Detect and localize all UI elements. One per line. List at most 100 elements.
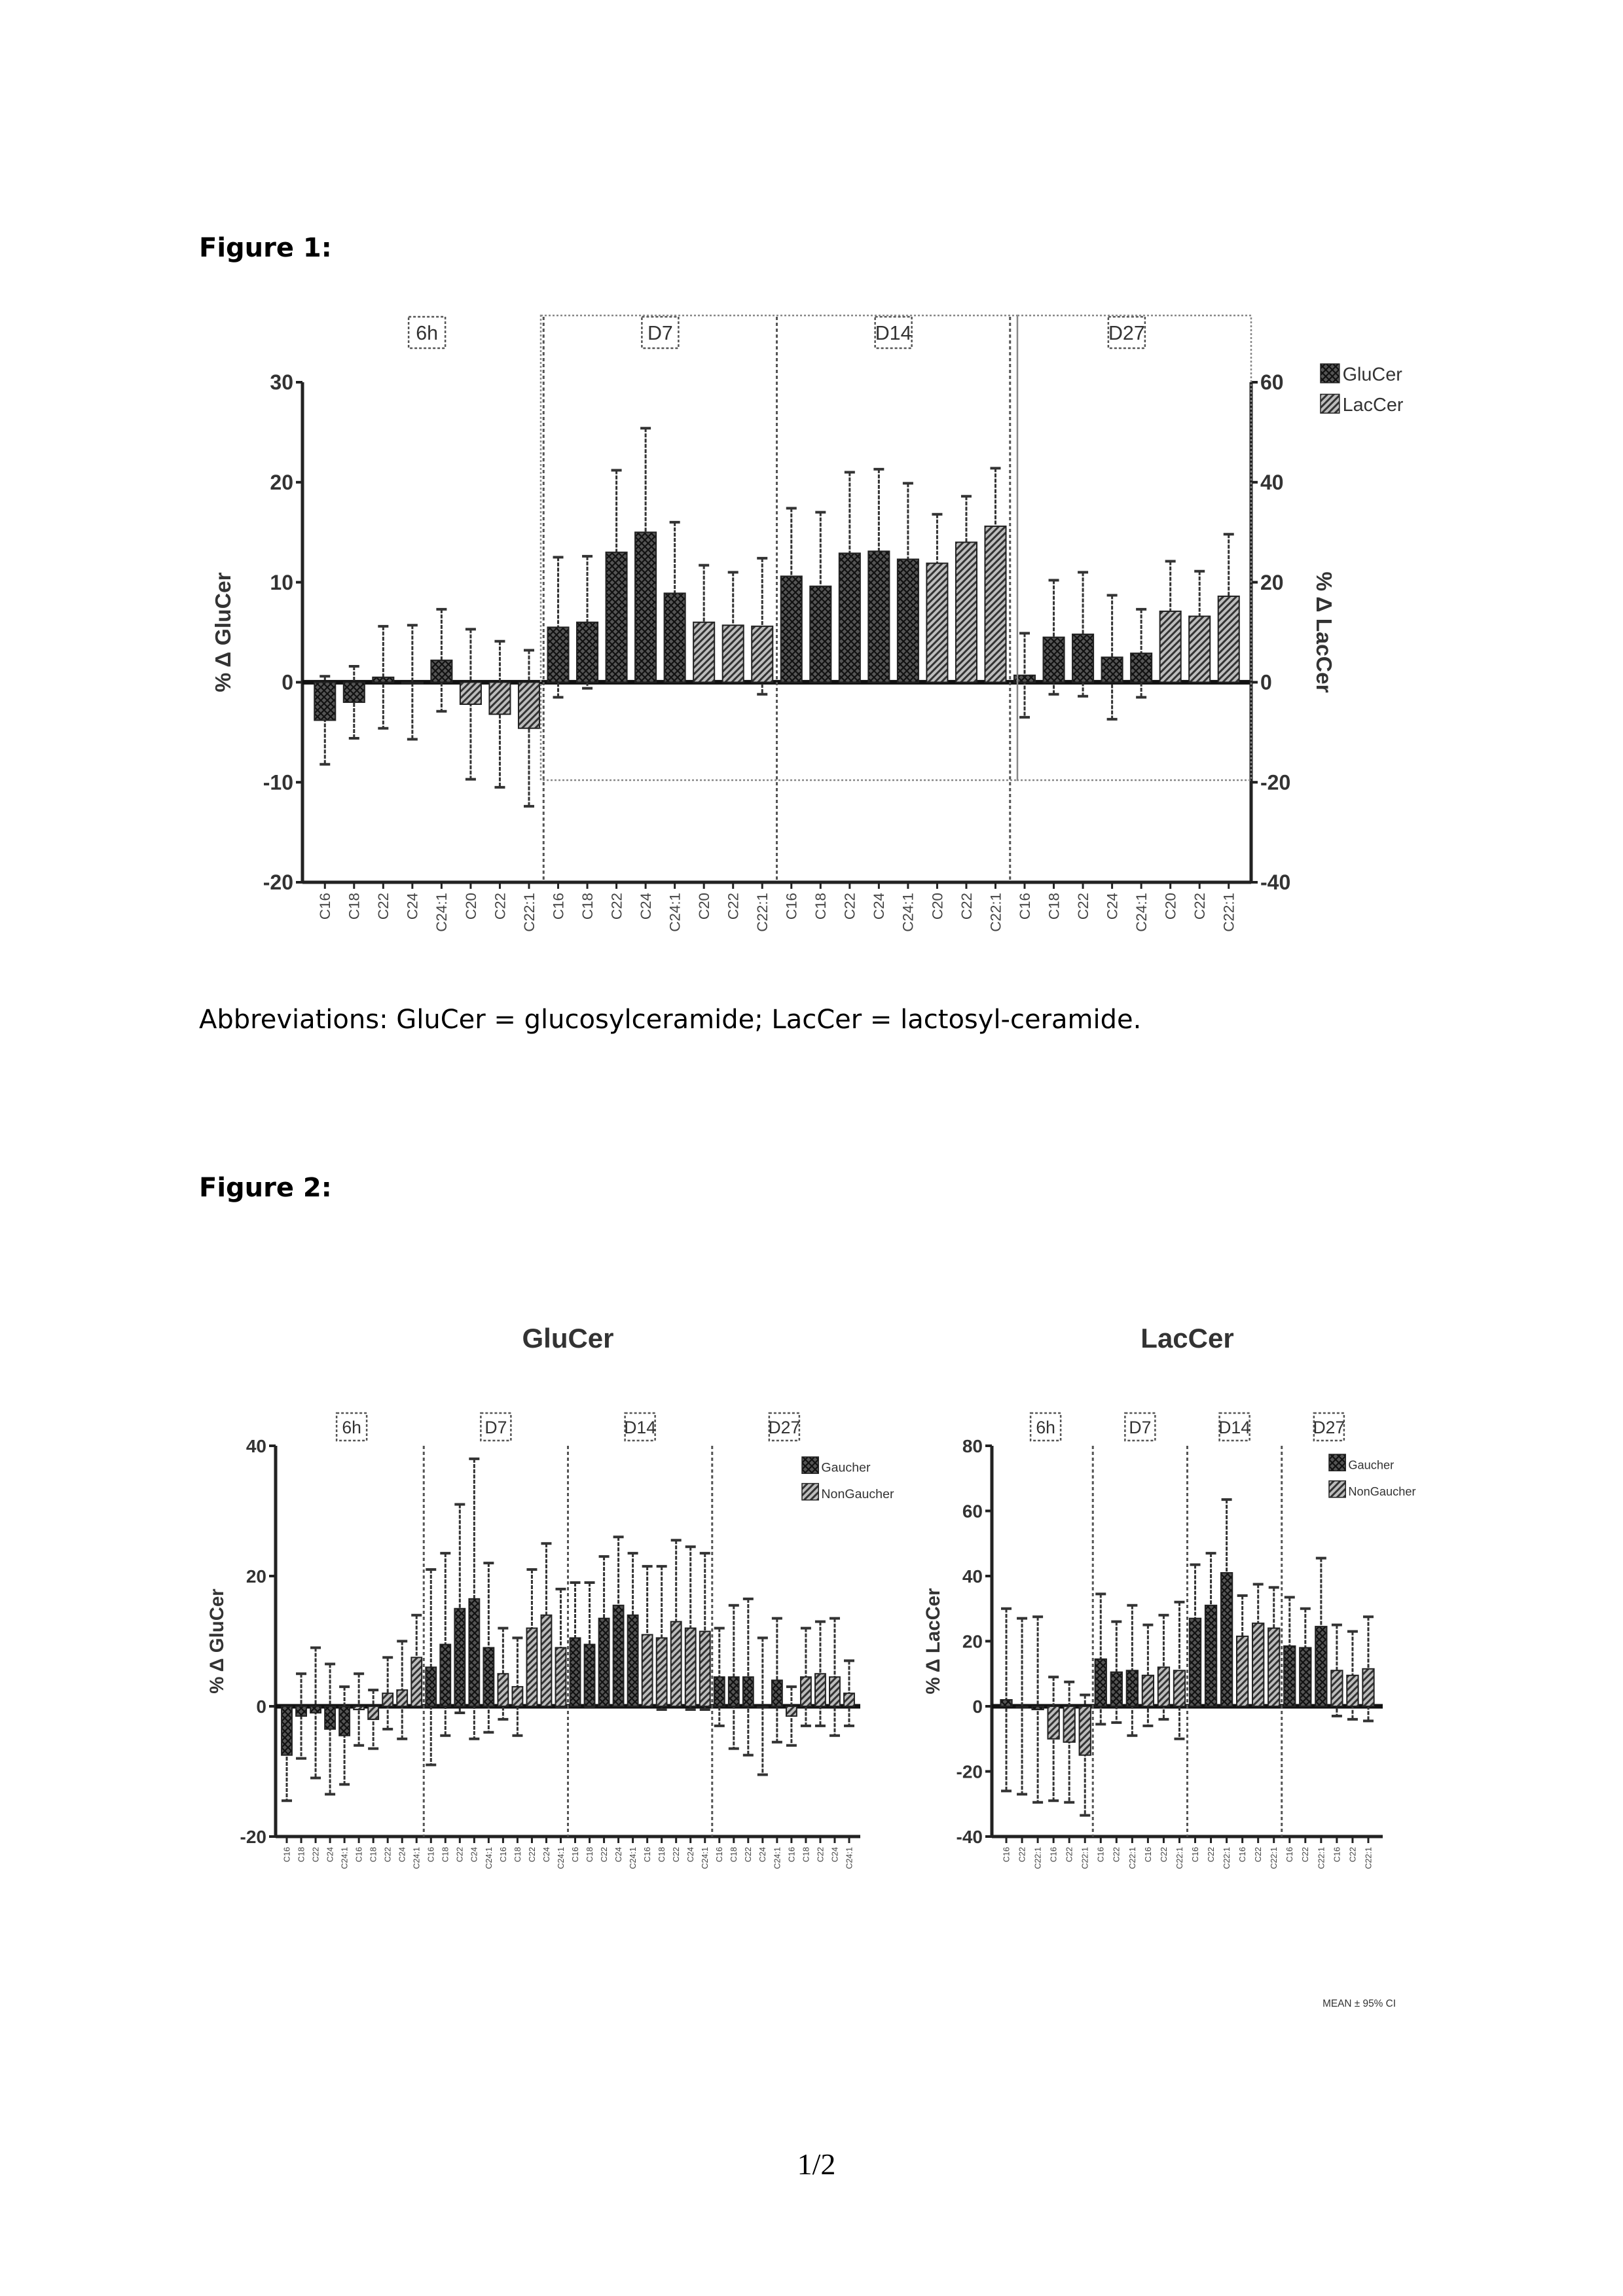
x-tick-label: C24 <box>686 1847 695 1862</box>
y2-tick-label: 0 <box>1260 671 1272 694</box>
x-tick-label: C20 <box>929 893 945 920</box>
bar <box>325 1706 335 1729</box>
group-label: D27 <box>1108 322 1145 344</box>
bar <box>801 1677 811 1706</box>
bar <box>1189 617 1210 683</box>
y-tick-label: 40 <box>246 1436 266 1456</box>
y-axis-label: % Δ GluCer <box>206 1588 228 1694</box>
x-tick-label: C22 <box>384 1847 393 1862</box>
y-tick-label: 40 <box>962 1566 983 1587</box>
bar <box>296 1706 306 1716</box>
x-tick-label: C22 <box>1348 1847 1357 1862</box>
x-tick-label: C18 <box>579 893 596 920</box>
bar <box>1218 596 1239 682</box>
bar <box>1064 1706 1075 1742</box>
x-tick-label: C16 <box>1191 1847 1200 1862</box>
x-tick-label: C22 <box>744 1847 753 1862</box>
bar <box>635 532 656 682</box>
bar <box>1331 1670 1342 1706</box>
x-tick-label: C24:1 <box>556 1847 566 1869</box>
bar <box>671 1622 682 1706</box>
bar <box>512 1687 522 1706</box>
y2-tick-label: -40 <box>1260 870 1290 894</box>
x-tick-label: C24:1 <box>340 1847 350 1869</box>
figure-1-chart: -20-100102030% Δ GluCer-40-200204060% Δ … <box>211 315 1404 932</box>
x-tick-label: C24 <box>398 1847 407 1862</box>
y2-tick-label: 40 <box>1260 471 1284 494</box>
bar <box>402 682 423 683</box>
x-tick-label: C16 <box>1332 1847 1341 1862</box>
x-tick-label: C24:1 <box>666 893 683 932</box>
y-axis-label: % Δ LacCer <box>922 1588 944 1694</box>
bar <box>752 626 773 683</box>
x-tick-label: C16 <box>784 893 800 920</box>
x-tick-label: C16 <box>499 1847 508 1862</box>
bar <box>786 1706 797 1716</box>
bar <box>1362 1669 1374 1706</box>
bar <box>454 1609 465 1706</box>
y-tick-label: -20 <box>240 1827 266 1847</box>
group-label: D27 <box>1313 1418 1345 1437</box>
bar <box>985 526 1006 682</box>
x-tick-label: C22 <box>1017 1847 1027 1862</box>
bar <box>1016 1706 1027 1708</box>
bar <box>830 1677 840 1706</box>
chart-note: MEAN ± 95% CI <box>1322 1998 1396 2009</box>
bar <box>868 551 889 682</box>
y-tick-label: -10 <box>263 770 293 794</box>
x-tick-label: C22:1 <box>1128 1847 1137 1869</box>
y-tick-label: 60 <box>962 1501 983 1521</box>
bar <box>310 1706 321 1713</box>
x-tick-label: C24 <box>470 1847 479 1862</box>
chart-title: GluCer <box>522 1323 613 1354</box>
group-label: 6h <box>342 1418 361 1437</box>
x-tick-label: C16 <box>787 1847 796 1862</box>
bar <box>431 660 452 683</box>
bar <box>926 564 947 683</box>
x-tick-label: C22:1 <box>754 893 771 932</box>
y-tick-label: 0 <box>972 1696 983 1717</box>
legend-swatch <box>1321 394 1340 413</box>
x-tick-label: C22:1 <box>1364 1847 1373 1869</box>
x-tick-label: C24:1 <box>433 893 450 932</box>
bar <box>700 1632 710 1706</box>
period-box <box>541 315 1017 780</box>
x-tick-label: C24:1 <box>1133 893 1150 932</box>
y-tick-label: 20 <box>962 1631 983 1651</box>
legend-label: Gaucher <box>1348 1458 1394 1471</box>
bar <box>685 1628 696 1706</box>
x-tick-label: C22 <box>528 1847 537 1862</box>
x-tick-label: C16 <box>1285 1847 1294 1862</box>
bar <box>547 627 568 682</box>
bar <box>577 622 598 683</box>
x-tick-label: C22:1 <box>521 893 538 932</box>
x-tick-label: C18 <box>1046 893 1062 920</box>
x-tick-label: C16 <box>1238 1847 1247 1862</box>
bar <box>1174 1670 1185 1706</box>
bar <box>844 1693 854 1706</box>
x-tick-label: C24 <box>830 1847 839 1862</box>
bar <box>556 1647 566 1706</box>
x-tick-label: C22 <box>1207 1847 1216 1862</box>
x-tick-label: C24:1 <box>900 893 917 932</box>
bar <box>657 1638 667 1706</box>
bar <box>483 1647 494 1706</box>
bar <box>613 1605 624 1706</box>
x-tick-label: C22 <box>1075 893 1091 920</box>
y-tick-label: 80 <box>962 1436 983 1456</box>
bar <box>772 1680 782 1706</box>
y-tick-label: 20 <box>270 471 293 494</box>
x-tick-label: C22:1 <box>1034 1847 1043 1869</box>
y-tick-label: -20 <box>957 1761 983 1782</box>
x-tick-label: C24 <box>871 893 887 920</box>
group-label: D14 <box>624 1418 656 1437</box>
y-tick-label: 20 <box>246 1566 266 1587</box>
bar <box>541 1615 552 1706</box>
y-tick-label: -20 <box>263 870 293 894</box>
x-tick-label: C22 <box>492 893 508 920</box>
bar <box>1190 1619 1201 1706</box>
bar <box>460 682 481 704</box>
x-tick-label: C22 <box>1254 1847 1263 1862</box>
x-tick-label: C22 <box>608 893 625 920</box>
